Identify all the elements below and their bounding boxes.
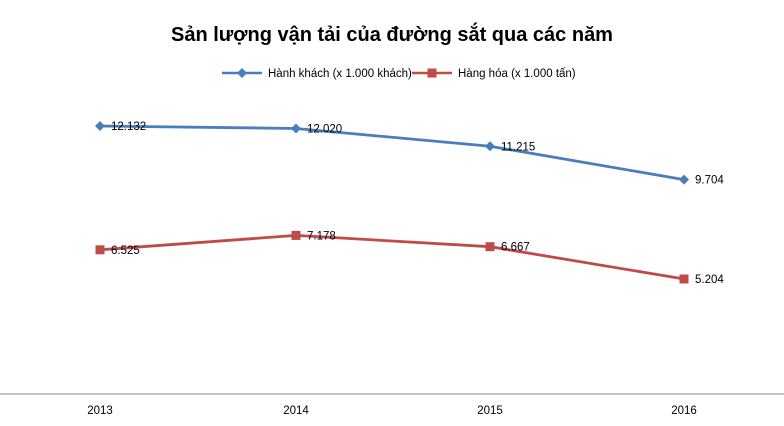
series-line-hang-hoa-segment-3 xyxy=(488,245,686,281)
data-label-hang-hoa-2015: 6.667 xyxy=(501,242,530,254)
legend-label: Hàng hóa (x 1.000 tấn) xyxy=(458,68,576,80)
point-hanh-khach-2016 xyxy=(679,174,689,185)
point-hang-hoa-2016 xyxy=(679,274,689,284)
series-markers xyxy=(95,121,689,284)
legend: Hành khách (x 1.000 khách) Hàng hóa (x 1.… xyxy=(222,68,576,80)
series-line-hanh-khach-segment-1 xyxy=(98,124,298,130)
x-tick-label-2013: 2013 xyxy=(87,405,113,417)
point-hang-hoa-2014 xyxy=(291,230,301,240)
legend-item-hang-hoa: Hàng hóa (x 1.000 tấn) xyxy=(412,68,576,80)
data-label-hanh-khach-2015: 11.215 xyxy=(501,141,535,153)
data-label-hanh-khach-2016: 9.704 xyxy=(695,175,724,187)
data-label-hanh-khach-2013: 12.132 xyxy=(111,121,146,133)
data-label-hanh-khach-2014: 12.020 xyxy=(307,123,342,135)
point-hanh-khach-2014 xyxy=(291,123,301,134)
series-line-hang-hoa-segment-1 xyxy=(98,234,298,252)
series-line-hang-hoa-segment-2 xyxy=(294,234,492,249)
x-axis-ticks: 2013 2014 2015 2016 xyxy=(87,405,697,417)
data-label-hang-hoa-2014: 7.178 xyxy=(307,230,336,242)
series-lines xyxy=(98,124,686,281)
legend-item-hanh-khach: Hành khách (x 1.000 khách) xyxy=(222,68,412,80)
x-tick-label-2016: 2016 xyxy=(671,405,697,417)
point-hanh-khach-2015 xyxy=(485,141,495,152)
data-label-hang-hoa-2013: 6.525 xyxy=(111,245,140,257)
x-tick-label-2014: 2014 xyxy=(283,405,309,417)
chart-title: Sản lượng vận tải của đường sắt qua các … xyxy=(171,22,613,46)
legend-label: Hành khách (x 1.000 khách) xyxy=(268,68,412,80)
data-label-hang-hoa-2016: 5.204 xyxy=(695,274,724,286)
point-hang-hoa-2013 xyxy=(95,245,105,255)
point-hanh-khach-2013 xyxy=(95,121,105,131)
x-tick-label-2015: 2015 xyxy=(477,405,503,417)
legend-square-marker xyxy=(427,68,437,78)
series-line-hanh-khach-segment-3 xyxy=(488,144,686,182)
data-labels: 12.132 12.020 11.215 9.704 6.525 7.178 6.667 5.… xyxy=(111,121,724,286)
series-line-hanh-khach-segment-2 xyxy=(294,127,492,148)
point-hang-hoa-2015 xyxy=(485,242,495,252)
legend-diamond-marker xyxy=(237,68,247,78)
